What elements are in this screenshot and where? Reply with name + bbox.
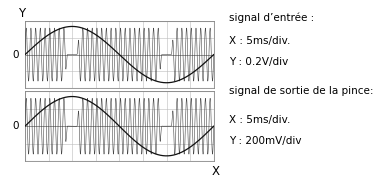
Text: X : 5ms/div.: X : 5ms/div. [229,36,290,46]
Text: X: X [212,165,219,178]
Text: X : 5ms/div.: X : 5ms/div. [229,115,290,125]
Text: signal d’entrée :: signal d’entrée : [229,13,314,23]
Text: Y : 0.2V/div: Y : 0.2V/div [229,57,288,67]
Text: Y : 200mV/div: Y : 200mV/div [229,136,301,146]
Text: 0: 0 [13,50,19,60]
Text: 0: 0 [13,121,19,131]
Text: signal de sortie de la pince:: signal de sortie de la pince: [229,86,373,96]
Text: Y: Y [18,7,25,20]
